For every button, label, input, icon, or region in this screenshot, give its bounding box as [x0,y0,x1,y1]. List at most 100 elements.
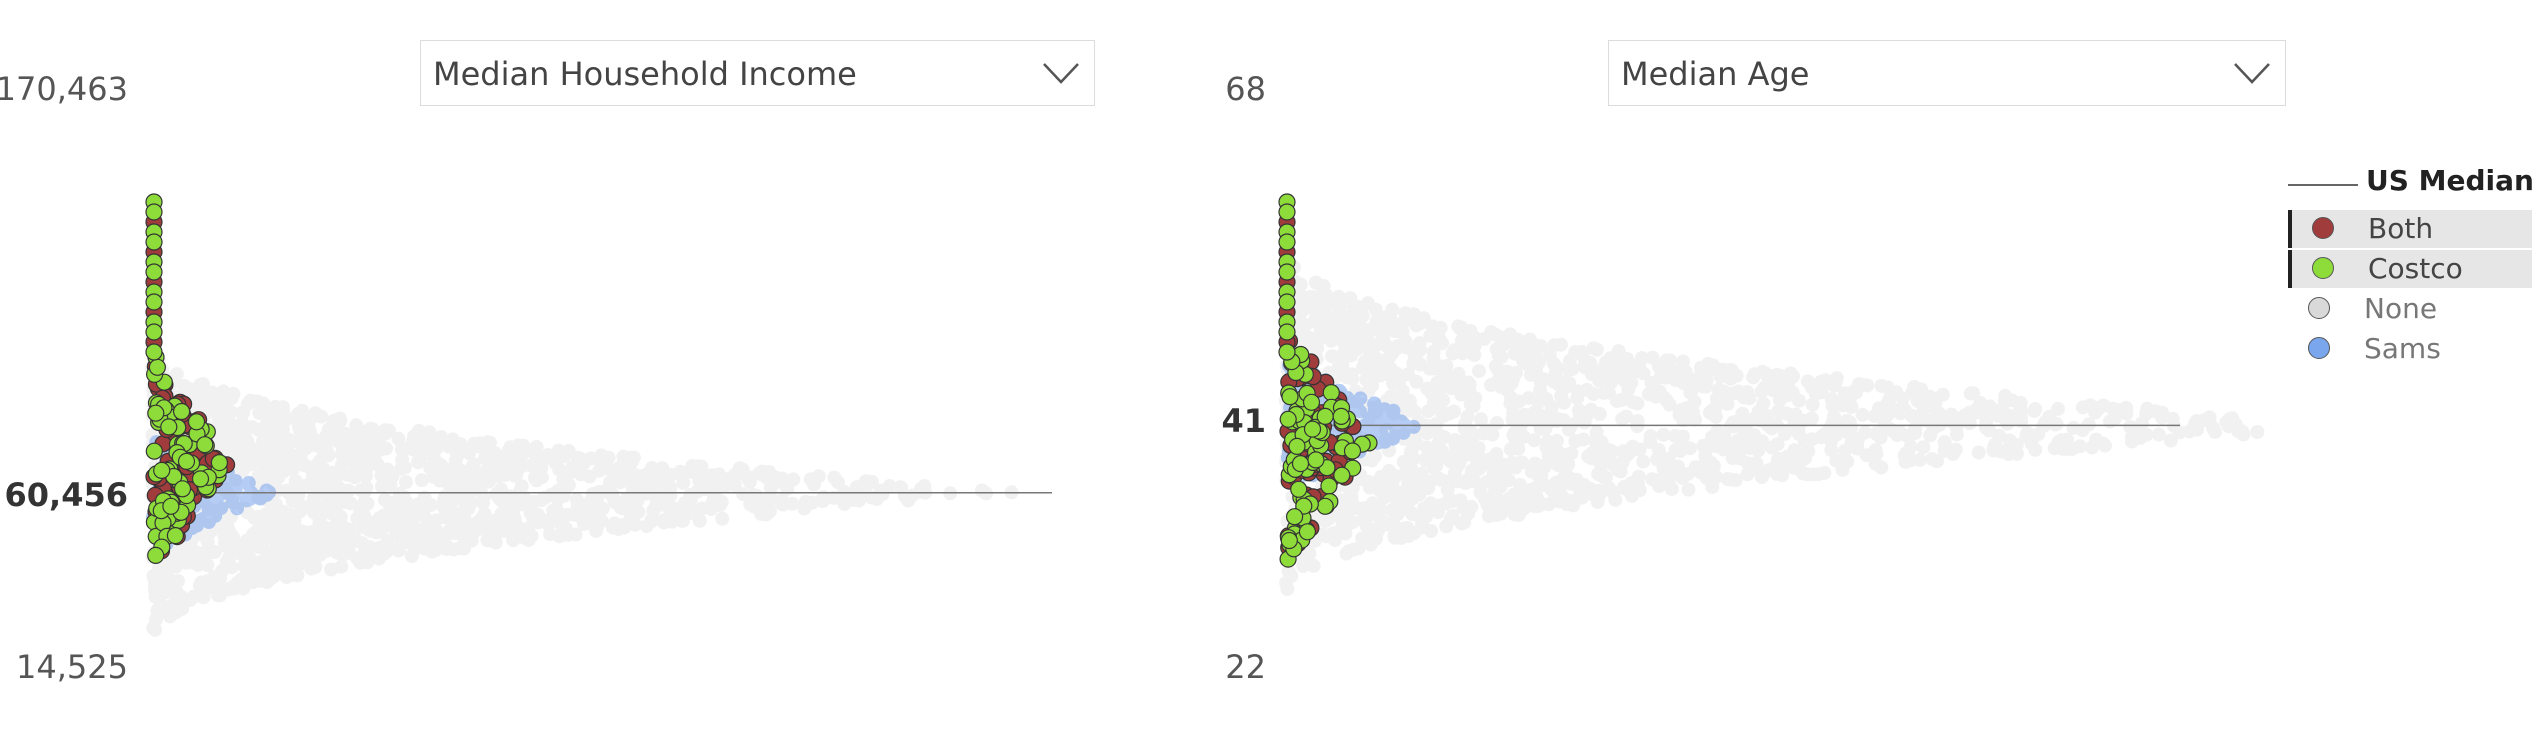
legend-item-both[interactable]: Both [2288,210,2532,248]
point-none [289,534,304,549]
point-none [1747,427,1762,442]
point-none [146,569,161,584]
point-none [391,543,406,558]
point-none [1912,452,1927,467]
point-none [1496,377,1511,392]
legend-item-costco[interactable]: Costco [2288,250,2532,288]
point-none [1617,373,1632,388]
point-none [265,420,280,435]
point-none [375,521,390,536]
point-none [1746,370,1761,385]
point-none [607,516,622,531]
point-none [1559,379,1574,394]
point-none [401,526,416,541]
point-none [1479,423,1493,438]
point-none [1379,310,1394,325]
point-none [1755,434,1770,449]
point-none [329,433,344,448]
point-none [583,493,598,508]
point-none [1389,366,1403,381]
point-none [398,503,413,518]
point-none [483,527,498,542]
point-none [1409,374,1424,389]
point-none [1895,391,1910,406]
point-none [1517,407,1532,422]
point-none [682,506,696,521]
point-none [402,504,417,518]
point-none [342,538,357,553]
point-none [569,492,584,507]
point-none [752,466,767,481]
point-none [559,521,574,536]
point-none [466,459,481,474]
point-none [1342,340,1357,355]
point-none [695,501,710,516]
point-none [1328,533,1342,547]
point-none [497,510,512,525]
point-none [1464,425,1479,439]
point-none [1740,467,1755,482]
point-none [1566,498,1581,513]
point-none [354,483,369,498]
point-none [1382,463,1397,478]
point-none [1407,405,1422,419]
point-none [493,461,508,476]
point-none [1454,516,1469,531]
point-none [2066,420,2081,435]
point-none [164,576,179,591]
point-none [1583,481,1598,496]
point-none [350,551,364,566]
point-none [219,522,234,537]
point-none [472,514,487,529]
point-none [1390,507,1405,521]
point-none [1520,488,1535,503]
point-none [1548,490,1563,505]
point-none [197,391,212,406]
point-none [1528,348,1542,363]
point-none [237,427,252,442]
point-none [322,469,337,484]
point-none [1464,499,1479,514]
point-none [1840,413,1855,428]
point-none [1452,456,1467,471]
point-none [146,620,161,635]
point-none [1395,383,1410,398]
point-none [243,568,258,583]
point-none [1747,367,1762,382]
point-none [1490,416,1504,430]
point-none [283,568,298,583]
point-none [396,504,411,519]
point-none [1489,342,1504,357]
point-none [424,498,438,512]
point-none [312,515,327,530]
point-none [1584,367,1599,381]
legend-item-sams[interactable]: Sams [2288,330,2528,368]
point-none [1346,327,1361,342]
point-none [564,464,579,479]
point-none [325,536,340,551]
point-none [1680,467,1695,482]
point-none [1568,434,1583,449]
point-none [1349,313,1364,328]
legend-item-none[interactable]: None [2288,290,2528,328]
point-none [465,467,480,482]
point-none [513,454,528,469]
point-none [394,508,409,523]
point-none [349,418,364,433]
metric-dropdown-left[interactable]: Median Household Income [420,40,1095,106]
metric-dropdown-right[interactable]: Median Age [1608,40,2286,106]
point-none [231,442,246,457]
point-none [313,547,328,562]
point-none [283,561,298,576]
point-none [1463,397,1478,411]
point-none [1823,421,1838,435]
point-none [476,495,490,510]
point-none [230,541,245,556]
point-none [484,533,499,548]
point-none [1813,430,1828,445]
point-none [1315,297,1330,312]
point-none [449,507,464,522]
point-none [347,427,362,442]
point-none [717,472,732,486]
point-none [373,540,388,555]
